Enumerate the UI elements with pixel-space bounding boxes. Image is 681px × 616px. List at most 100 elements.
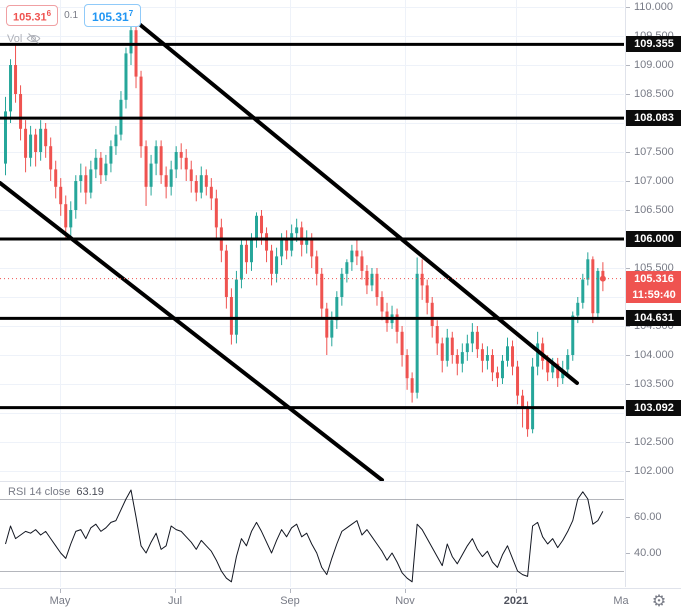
price-chart[interactable] xyxy=(0,0,624,587)
candle-body xyxy=(315,256,319,274)
candle-body xyxy=(104,163,108,176)
sell-price-pip: 6 xyxy=(46,8,52,18)
rsi-indicator-legend[interactable]: RSI 14 close 63.19 xyxy=(8,486,104,498)
time-axis[interactable]: May Jul Sep Nov 2021 Ma xyxy=(0,588,681,616)
candle-body xyxy=(164,175,168,187)
candle-body xyxy=(244,244,248,263)
price-axis-label: 106.500 xyxy=(634,204,674,216)
level-price-badge[interactable]: 104.631 xyxy=(626,310,681,326)
candle-body xyxy=(596,270,600,314)
last-price-badge[interactable]: 105.316 xyxy=(626,271,681,287)
candle-body xyxy=(370,273,374,286)
candle-body xyxy=(450,337,454,356)
candle-body xyxy=(465,343,469,353)
candle-body xyxy=(425,285,429,303)
buy-price-button[interactable]: 105.317 xyxy=(84,4,142,27)
candle-body xyxy=(380,297,384,312)
candle-body xyxy=(410,378,414,393)
candle-body xyxy=(551,363,555,373)
bar-countdown-badge[interactable]: 11:59:40 xyxy=(626,287,681,303)
candle-body xyxy=(34,134,38,153)
axis-tick xyxy=(626,384,630,385)
candle-body xyxy=(330,320,334,338)
candle-body xyxy=(99,157,103,176)
candle-body xyxy=(405,355,409,379)
candle-body xyxy=(576,302,580,316)
settings-gear-icon[interactable]: ⚙ xyxy=(651,593,667,610)
sell-price-button[interactable]: 105.316 xyxy=(6,4,59,27)
candle-body xyxy=(224,250,228,298)
candle-body xyxy=(174,152,178,170)
quote-row: 105.316 0.1 105.317 xyxy=(6,4,142,27)
candle-body xyxy=(490,355,494,373)
candle-body xyxy=(310,239,314,257)
candle-body xyxy=(49,146,53,170)
candle-body xyxy=(591,259,595,314)
candle-body xyxy=(74,181,78,211)
level-price-badge[interactable]: 106.000 xyxy=(626,231,681,247)
rsi-plot-line[interactable] xyxy=(5,489,604,583)
rsi-indicator-label: RSI 14 close xyxy=(8,486,71,498)
candle-body xyxy=(129,30,133,54)
candle-body xyxy=(229,297,233,335)
axis-tick xyxy=(626,553,630,554)
sell-price: 105.31 xyxy=(13,11,47,24)
candle-body xyxy=(460,352,464,364)
candle-body xyxy=(395,314,399,332)
rsi-axis-label: 40.00 xyxy=(634,547,662,559)
candle-body xyxy=(69,210,73,228)
candle-body xyxy=(199,175,203,193)
axis-tick xyxy=(626,210,630,211)
candle-body xyxy=(295,227,299,234)
axis-tick xyxy=(626,7,630,8)
candle-body xyxy=(14,65,18,95)
candle-body xyxy=(420,273,424,286)
candle-body xyxy=(154,146,158,164)
candle-body xyxy=(581,279,585,303)
candle-body xyxy=(556,363,560,379)
candle-body xyxy=(531,366,535,430)
candle-body xyxy=(234,279,238,335)
visibility-off-icon[interactable] xyxy=(26,31,41,46)
candle-body xyxy=(495,372,499,379)
candle-body xyxy=(54,169,58,187)
axis-tick xyxy=(626,268,630,269)
axis-tick xyxy=(626,442,630,443)
candle-body xyxy=(506,346,509,361)
candle-body xyxy=(526,407,530,430)
candle-body xyxy=(169,169,173,187)
candle-body xyxy=(189,169,193,182)
candle-body xyxy=(360,256,364,271)
buy-price-pip: 7 xyxy=(128,9,134,18)
candle-body xyxy=(430,302,434,327)
candle-body xyxy=(124,53,128,100)
candle-body xyxy=(260,215,264,234)
candle-body xyxy=(144,146,148,187)
trendline[interactable] xyxy=(0,181,384,482)
time-axis-tick xyxy=(60,589,61,593)
candle-body xyxy=(179,152,183,158)
candle-body xyxy=(546,360,550,373)
candle-body xyxy=(114,134,118,147)
candle-body xyxy=(325,308,329,338)
candle-body xyxy=(19,94,23,129)
time-axis-tick xyxy=(175,589,176,593)
candle-body xyxy=(134,30,138,77)
candle-body xyxy=(485,355,489,361)
axis-tick xyxy=(626,65,630,66)
candle-body xyxy=(275,256,279,274)
price-axis-label: 109.000 xyxy=(634,59,674,71)
price-axis-label: 104.000 xyxy=(634,349,674,361)
candle-body xyxy=(435,326,439,344)
price-axis[interactable]: 110.000109.500109.000108.500108.000107.5… xyxy=(625,0,681,587)
candle-body xyxy=(571,315,575,356)
level-price-badge[interactable]: 108.083 xyxy=(626,110,681,126)
level-price-badge[interactable]: 103.092 xyxy=(626,400,681,416)
level-price-badge[interactable]: 109.355 xyxy=(626,36,681,52)
candle-body xyxy=(255,215,258,240)
candle-body xyxy=(184,157,188,170)
time-axis-label: 2021 xyxy=(503,595,529,607)
trendline[interactable] xyxy=(136,21,579,385)
candle-body xyxy=(29,134,33,158)
candle-body xyxy=(500,360,504,379)
